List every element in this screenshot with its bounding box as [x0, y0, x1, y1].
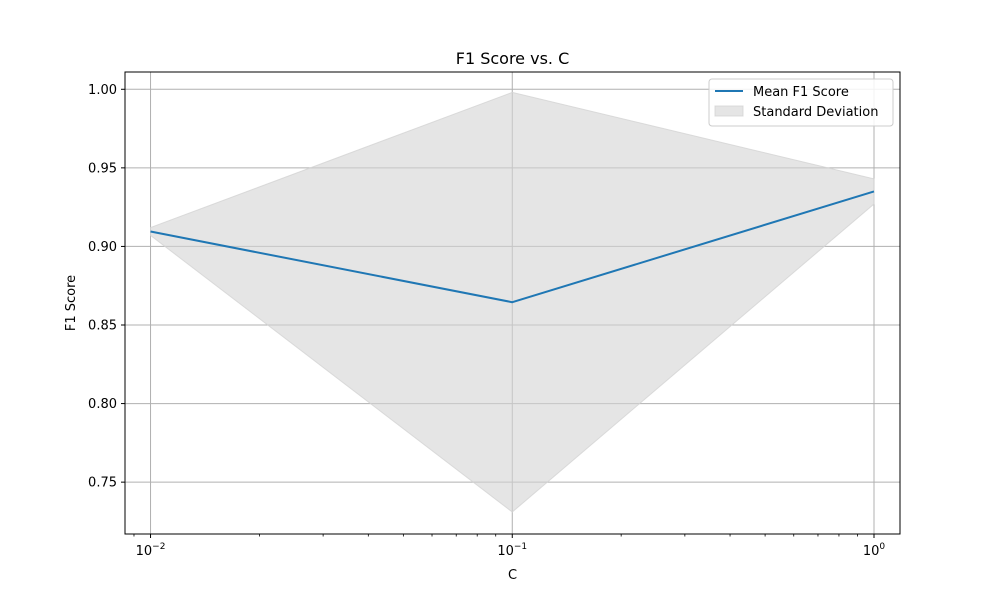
legend-swatch-std: [714, 105, 744, 117]
legend-label-mean: Mean F1 Score: [753, 85, 849, 100]
y-tick-label: 1.00: [88, 83, 117, 98]
y-tick-label: 0.80: [88, 397, 117, 412]
legend-label-std: Standard Deviation: [753, 105, 878, 120]
x-tick-label: 10−2: [136, 542, 166, 559]
x-tick-label: 100: [863, 542, 886, 559]
y-tick-label: 0.95: [88, 161, 117, 176]
y-tick-label: 0.75: [88, 476, 117, 491]
y-axis-label: F1 Score: [64, 275, 79, 331]
chart-title: F1 Score vs. C: [456, 49, 570, 68]
legend-box: [708, 78, 894, 127]
y-axis-ticks: 0.75 0.80 0.85 0.90 0.95 1.00: [88, 83, 125, 491]
y-tick-label: 0.85: [88, 319, 117, 334]
legend: Mean F1 Score Standard Deviation: [708, 78, 894, 127]
x-axis-label: C: [508, 568, 517, 583]
y-tick-label: 0.90: [88, 240, 117, 255]
x-tick-label: 10−1: [497, 542, 527, 559]
x-axis-ticks: 10−2 10−1 100: [133, 534, 886, 559]
mean-line-layer: [150, 190, 875, 304]
